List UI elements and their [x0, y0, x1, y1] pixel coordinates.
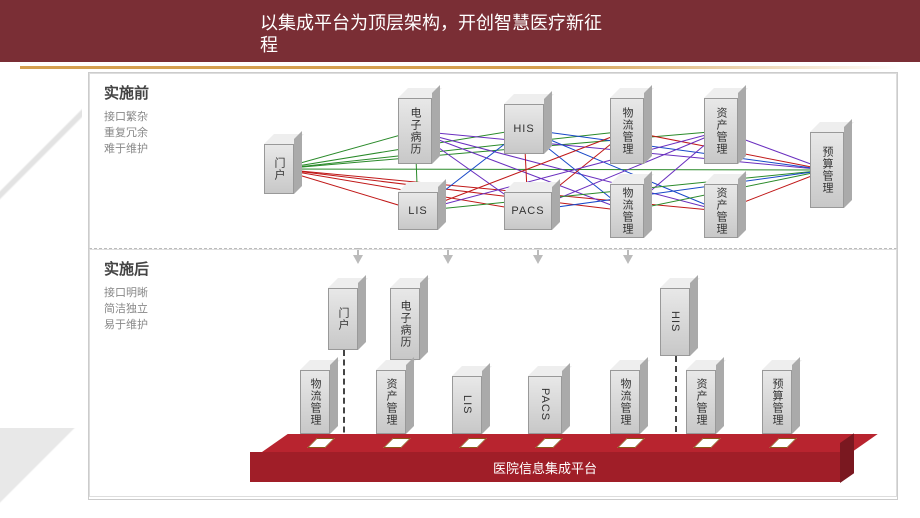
- system-box-n4: 资产管理: [704, 88, 738, 164]
- system-box-n8: 资产管理: [704, 174, 738, 238]
- after-sub-2: 易于维护: [104, 317, 149, 333]
- system-box-电子病历: 电子病历: [390, 278, 420, 360]
- after-panel: 实施后 接口明晰 简洁独立 易于维护 门户 电子病历 HIS 物流管理 资产管理 LIS P…: [89, 249, 897, 497]
- connector-dashed: [343, 350, 345, 442]
- platform-label: 医院信息集成平台: [493, 458, 597, 477]
- before-sub-0: 接口繁杂: [104, 109, 149, 125]
- before-connection-lines: [90, 74, 896, 248]
- title-line-1: 以集成平台为顶层架构，开创智慧医疗新征: [260, 12, 920, 34]
- system-box-n5: LIS: [398, 182, 438, 230]
- after-label: 实施后 接口明晰 简洁独立 易于维护: [104, 258, 149, 333]
- after-sub-1: 简洁独立: [104, 301, 149, 317]
- decorative-stripe-left: [0, 72, 82, 252]
- title-line-2: 程: [260, 34, 920, 56]
- before-panel: 实施前 接口繁杂 重复冗余 难于维护 门户电子病历HIS物流管理资产管理LISP…: [89, 73, 897, 249]
- platform-front-face: 医院信息集成平台: [250, 452, 840, 482]
- system-box-n1: 电子病历: [398, 88, 432, 164]
- diagram-content: 实施前 接口繁杂 重复冗余 难于维护 门户电子病历HIS物流管理资产管理LISP…: [88, 72, 898, 500]
- system-box-n3: 物流管理: [610, 88, 644, 164]
- system-box-n7: 物流管理: [610, 174, 644, 238]
- system-box-n6: PACS: [504, 182, 552, 230]
- system-box-n0: 门户: [264, 134, 294, 194]
- system-box-资产管理: 资产管理: [686, 360, 716, 434]
- system-box-门户: 门户: [328, 278, 358, 350]
- accent-divider: [20, 66, 900, 69]
- integration-platform: 医院信息集成平台: [250, 434, 840, 482]
- platform-side-face: [840, 433, 854, 483]
- system-box-n2: HIS: [504, 94, 544, 154]
- after-sub-0: 接口明晰: [104, 285, 149, 301]
- after-title: 实施后: [104, 258, 149, 279]
- connector-dashed: [675, 356, 677, 442]
- system-box-物流管理: 物流管理: [300, 360, 330, 434]
- system-box-物流管理: 物流管理: [610, 360, 640, 434]
- system-box-n9: 预算管理: [810, 122, 844, 208]
- system-box-资产管理: 资产管理: [376, 360, 406, 434]
- before-sub-2: 难于维护: [104, 141, 149, 157]
- slide-header: 以集成平台为顶层架构，开创智慧医疗新征 程: [0, 0, 920, 62]
- before-label: 实施前 接口繁杂 重复冗余 难于维护: [104, 82, 149, 157]
- system-box-HIS: HIS: [660, 278, 690, 356]
- before-sub-1: 重复冗余: [104, 125, 149, 141]
- system-box-预算管理: 预算管理: [762, 360, 792, 434]
- before-title: 实施前: [104, 82, 149, 103]
- system-box-LIS: LIS: [452, 366, 482, 434]
- system-box-PACS: PACS: [528, 366, 562, 434]
